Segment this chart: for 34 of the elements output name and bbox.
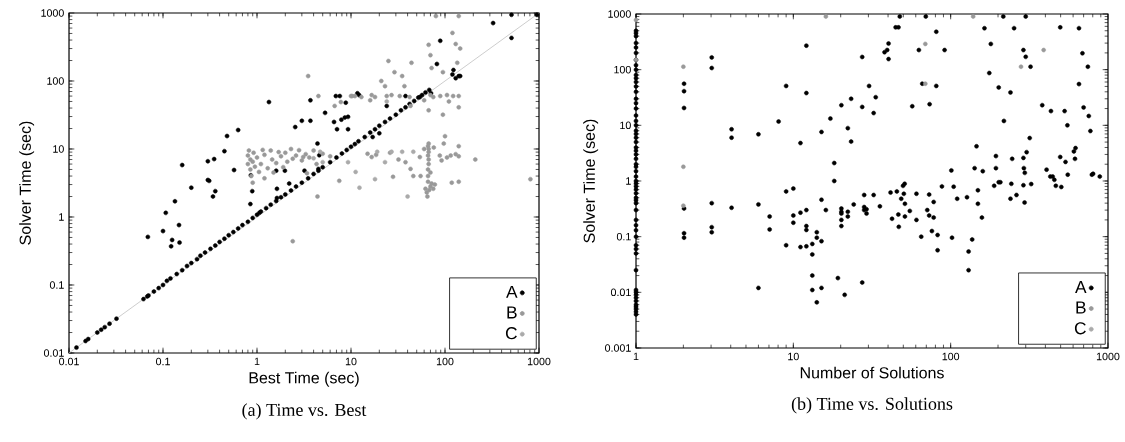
x-axis-title: Number of Solutions	[800, 366, 944, 379]
x-tick-label: 100	[436, 357, 454, 366]
y-tick-label: 10	[620, 121, 631, 130]
x-tick-label: 0.1	[156, 357, 170, 366]
x-tick-label: 1	[633, 352, 639, 361]
legend-label: B	[507, 306, 517, 319]
x-tick-label: 1	[254, 357, 260, 366]
y-axis-title: Solver Time (sec)	[19, 121, 35, 245]
y-tick-label: 0.001	[605, 344, 631, 352]
x-tick-label: 100	[942, 352, 960, 361]
y-tick-label: 10	[53, 145, 64, 153]
y-tick-label: 0.01	[610, 288, 631, 297]
legend-label: A	[1075, 280, 1087, 293]
legend-label: B	[1076, 301, 1086, 314]
y-tick-label: 100	[47, 77, 64, 85]
text: (a) Time vs. Best	[242, 403, 367, 420]
x-tick-label: 0.01	[59, 357, 79, 366]
legend-label: C	[505, 327, 517, 340]
y-tick-label: 1	[626, 177, 631, 185]
legend-label: A	[506, 285, 518, 298]
x-tick-label: 10	[345, 357, 357, 366]
y-tick-label: 0.1	[49, 281, 64, 289]
y-tick-label: 1000	[41, 9, 64, 17]
y-tick-label: 100	[614, 65, 631, 74]
legend-label: C	[1074, 322, 1086, 335]
x-tick-label: 1000	[527, 357, 551, 366]
x-tick-label: 10	[788, 352, 799, 361]
y-axis-title: Solver Time (sec)	[583, 119, 599, 243]
x-axis-title: Best Time (sec)	[249, 371, 359, 387]
x-tick-label: 1000	[1096, 352, 1120, 361]
y-tick-label: 0.1	[616, 232, 631, 241]
y-tick-label: 1000	[608, 10, 631, 18]
text: (b) Time vs. Solutions	[791, 397, 953, 414]
y-tick-label: 1	[59, 213, 64, 221]
